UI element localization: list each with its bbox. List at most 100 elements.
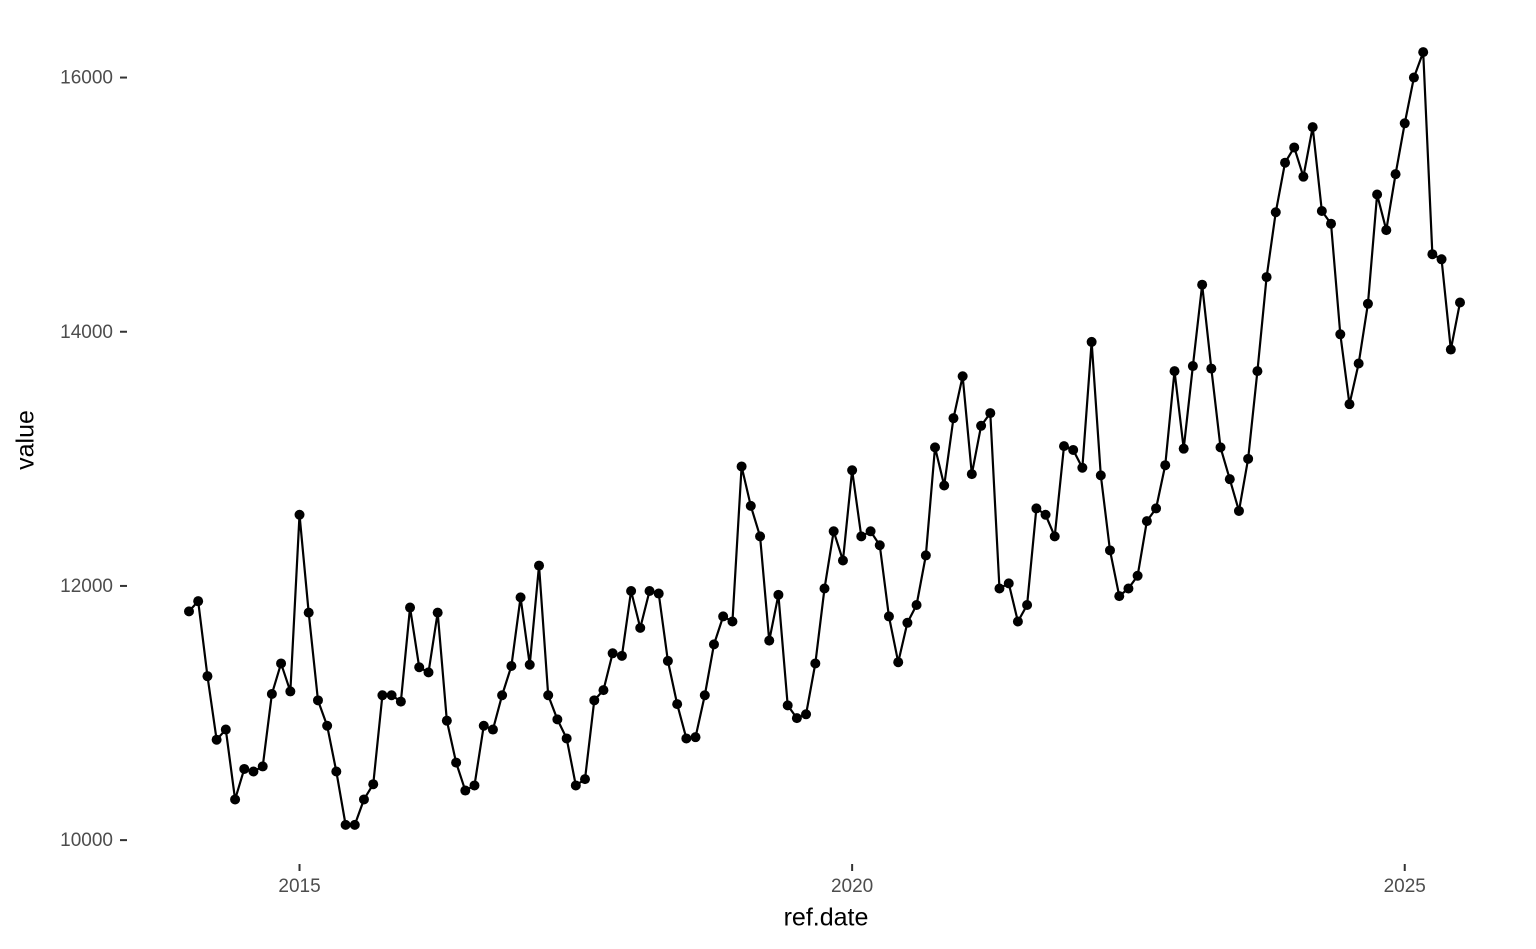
point — [1178, 443, 1189, 454]
point — [524, 659, 535, 670]
y-tick-label: 12000 — [60, 576, 113, 597]
point — [469, 780, 480, 791]
point — [432, 607, 443, 618]
point — [1160, 460, 1171, 471]
point — [911, 599, 922, 610]
point — [441, 715, 452, 726]
point — [1408, 72, 1419, 83]
point — [764, 635, 775, 646]
point — [653, 588, 664, 599]
point — [1243, 453, 1254, 464]
point — [948, 413, 959, 424]
point — [1252, 366, 1263, 377]
point — [570, 780, 581, 791]
point — [616, 650, 627, 661]
point — [635, 622, 646, 633]
point — [598, 685, 609, 696]
point — [451, 757, 462, 768]
point — [1353, 358, 1364, 369]
y-axis-title: value — [12, 410, 40, 470]
point — [1086, 336, 1097, 347]
point — [791, 713, 802, 724]
point — [506, 661, 517, 672]
point — [561, 733, 572, 744]
point — [1206, 363, 1217, 374]
point — [478, 720, 489, 731]
line — [188, 51, 1462, 826]
point — [294, 509, 305, 520]
point — [1280, 157, 1291, 168]
point — [579, 774, 590, 785]
point — [377, 690, 388, 701]
point — [837, 555, 848, 566]
point — [1095, 470, 1106, 481]
point — [1224, 474, 1235, 485]
point — [1040, 509, 1051, 520]
point — [736, 461, 747, 472]
point — [1455, 297, 1466, 308]
point — [1445, 344, 1456, 355]
point — [1077, 462, 1088, 473]
point — [331, 766, 342, 777]
point — [718, 611, 729, 622]
point — [552, 714, 563, 725]
point — [589, 695, 600, 706]
point — [1059, 441, 1070, 452]
point — [1151, 503, 1162, 514]
point — [1362, 298, 1373, 309]
point — [874, 540, 885, 551]
point — [487, 724, 498, 735]
point — [414, 662, 425, 673]
point — [1418, 47, 1429, 58]
point — [755, 531, 766, 542]
point — [626, 586, 637, 597]
point — [386, 690, 397, 701]
point — [368, 779, 379, 790]
point — [828, 526, 839, 537]
x-tick-label: 2025 — [1384, 876, 1426, 897]
point — [939, 480, 950, 491]
point — [312, 695, 323, 706]
point — [1372, 189, 1383, 200]
point — [1261, 272, 1272, 283]
point — [847, 465, 858, 476]
point — [349, 819, 360, 830]
point — [1123, 583, 1134, 594]
point — [930, 442, 941, 453]
point — [1335, 329, 1346, 340]
point — [340, 819, 351, 830]
point — [1381, 225, 1392, 236]
point — [395, 696, 406, 707]
point — [819, 583, 830, 594]
point — [644, 586, 655, 597]
point — [239, 763, 250, 774]
point — [893, 657, 904, 668]
x-axis-title: ref.date — [784, 904, 869, 932]
point — [976, 420, 987, 431]
point — [1436, 254, 1447, 265]
point — [303, 607, 314, 618]
point — [1427, 249, 1438, 260]
x-tick-label: 2020 — [831, 876, 873, 897]
point — [1390, 169, 1401, 180]
point — [183, 606, 194, 617]
point — [1298, 171, 1309, 182]
point — [358, 794, 369, 805]
point — [690, 732, 701, 743]
point — [1316, 205, 1327, 216]
point — [543, 690, 554, 701]
point — [957, 371, 968, 382]
point — [405, 602, 416, 613]
point — [883, 611, 894, 622]
point — [1022, 599, 1033, 610]
point — [966, 469, 977, 480]
point — [994, 583, 1005, 594]
point — [322, 720, 333, 731]
point — [708, 639, 719, 650]
point — [672, 699, 683, 710]
y-tick-label: 16000 — [60, 68, 113, 89]
point — [920, 550, 931, 561]
y-tick-label: 10000 — [60, 830, 113, 851]
point — [1270, 207, 1281, 218]
